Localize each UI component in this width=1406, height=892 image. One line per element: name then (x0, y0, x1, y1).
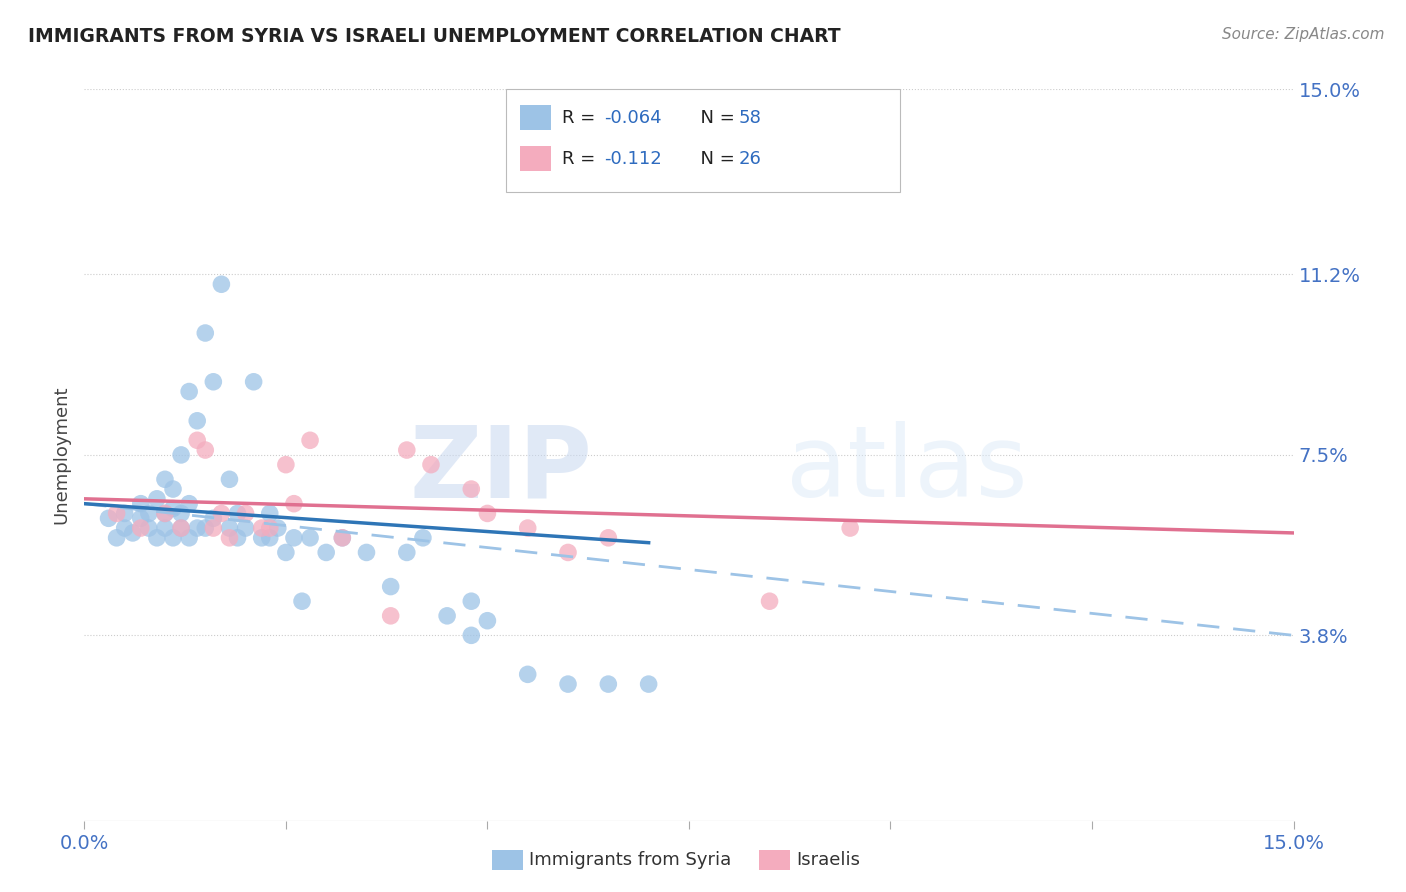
Point (209, 507, 232, 521)
Point (170, 521, 193, 535)
Point (194, 521, 217, 535)
Point (330, 531, 353, 545)
Point (105, 531, 128, 545)
Point (291, 594, 314, 608)
Point (330, 531, 353, 545)
Point (202, 511, 225, 525)
Point (129, 511, 152, 525)
Point (758, 594, 780, 608)
Point (146, 531, 169, 545)
Point (202, 375, 225, 389)
Point (283, 497, 305, 511)
Text: R =: R = (562, 109, 602, 127)
Point (226, 507, 249, 521)
Point (267, 521, 290, 535)
Point (209, 277, 232, 292)
Point (557, 677, 579, 691)
Point (557, 545, 579, 559)
Point (179, 497, 201, 511)
Point (259, 507, 281, 521)
Point (153, 507, 176, 521)
Point (138, 521, 160, 535)
Point (97, 511, 120, 525)
Point (315, 545, 337, 559)
Point (637, 677, 659, 691)
Point (356, 545, 378, 559)
Point (226, 531, 249, 545)
Text: IMMIGRANTS FROM SYRIA VS ISRAELI UNEMPLOYMENT CORRELATION CHART: IMMIGRANTS FROM SYRIA VS ISRAELI UNEMPLO… (28, 27, 841, 45)
Point (186, 414, 208, 428)
Point (194, 326, 217, 340)
Point (477, 614, 499, 628)
Point (477, 507, 499, 521)
Point (170, 521, 193, 535)
Point (129, 497, 152, 511)
Point (250, 531, 273, 545)
Point (598, 531, 620, 545)
Point (162, 482, 184, 496)
Point (121, 525, 143, 540)
Point (380, 580, 402, 594)
Point (395, 443, 418, 458)
Point (460, 482, 482, 496)
Point (242, 375, 264, 389)
Text: ZIP: ZIP (409, 421, 592, 518)
Point (274, 458, 297, 472)
Point (202, 521, 225, 535)
Point (153, 472, 176, 486)
Point (129, 521, 152, 535)
Point (235, 521, 257, 535)
Point (105, 507, 128, 521)
Point (436, 608, 458, 623)
Point (259, 531, 281, 545)
Point (146, 491, 169, 506)
Point (395, 545, 418, 559)
Text: R =: R = (562, 150, 607, 168)
Point (186, 521, 208, 535)
Point (138, 507, 160, 521)
Point (274, 545, 297, 559)
Text: N =: N = (689, 109, 741, 127)
Text: 26: 26 (738, 150, 761, 168)
Text: Israelis: Israelis (796, 851, 860, 869)
Point (235, 507, 257, 521)
Text: atlas: atlas (786, 421, 1028, 518)
Point (283, 531, 305, 545)
Text: N =: N = (689, 150, 741, 168)
Point (218, 521, 240, 535)
Point (153, 507, 176, 521)
Point (412, 531, 434, 545)
Point (114, 507, 136, 521)
Point (299, 434, 322, 448)
Point (218, 531, 240, 545)
Point (516, 521, 538, 535)
Point (250, 521, 273, 535)
Y-axis label: Unemployment: Unemployment (52, 385, 70, 524)
Point (259, 521, 281, 535)
Text: -0.112: -0.112 (605, 150, 662, 168)
Point (218, 472, 240, 486)
Text: Source: ZipAtlas.com: Source: ZipAtlas.com (1222, 27, 1385, 42)
Point (179, 384, 201, 399)
Point (380, 608, 402, 623)
Point (460, 628, 482, 642)
Point (460, 594, 482, 608)
Point (170, 507, 193, 521)
Point (170, 448, 193, 462)
Point (162, 501, 184, 516)
Point (420, 458, 443, 472)
Text: -0.064: -0.064 (605, 109, 662, 127)
Text: 58: 58 (738, 109, 761, 127)
Point (299, 531, 322, 545)
Point (186, 434, 208, 448)
Text: Immigrants from Syria: Immigrants from Syria (529, 851, 731, 869)
Point (162, 531, 184, 545)
Point (598, 677, 620, 691)
Point (194, 443, 217, 458)
Point (179, 531, 201, 545)
Point (516, 667, 538, 681)
Point (153, 521, 176, 535)
Point (839, 521, 862, 535)
Point (114, 521, 136, 535)
